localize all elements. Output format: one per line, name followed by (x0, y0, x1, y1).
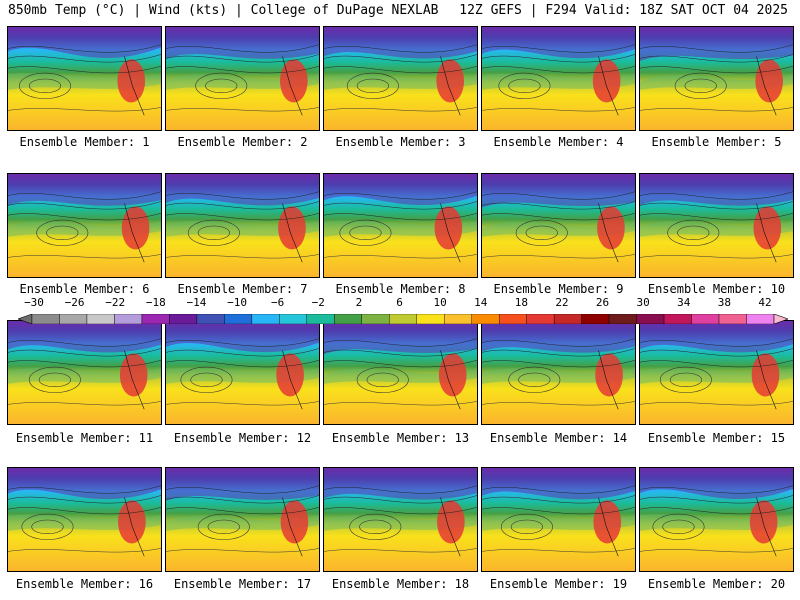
ensemble-member-label: Ensemble Member: 11 (15, 431, 154, 445)
ensemble-member-map (165, 173, 320, 278)
ensemble-member-label: Ensemble Member: 14 (489, 431, 628, 445)
colorbar-tick-label: −6 (271, 296, 285, 309)
ensemble-member-map (639, 26, 794, 131)
ensemble-member-label: Ensemble Member: 17 (173, 577, 312, 591)
ensemble-member-label: Ensemble Member: 3 (335, 135, 466, 149)
ensemble-member-map (639, 467, 794, 572)
ensemble-member-label: Ensemble Member: 18 (331, 577, 470, 591)
colorbar-tick-label: −26 (64, 296, 85, 309)
colorbar-tick-label: −10 (227, 296, 247, 309)
ensemble-member-map (323, 320, 478, 425)
ensemble-member-label: Ensemble Member: 19 (489, 577, 628, 591)
ensemble-member-map (323, 26, 478, 131)
colorbar-tick-label: −18 (145, 296, 166, 309)
colorbar-tick-label: 26 (595, 296, 610, 309)
colorbar-tick-label: 22 (555, 296, 569, 309)
colorbar-tick-label: 14 (474, 296, 488, 309)
ensemble-member-map (323, 467, 478, 572)
ensemble-member-label: Ensemble Member: 12 (173, 431, 312, 445)
ensemble-member-label: Ensemble Member: 9 (493, 282, 624, 296)
colorbar-tick-label: 2 (355, 296, 363, 309)
ensemble-member-map (481, 26, 636, 131)
ensemble-member-map (165, 26, 320, 131)
colorbar-tick-label: −2 (311, 296, 325, 309)
model-run-info: 12Z GEFS | F294 Valid: 18Z SAT OCT 04 20… (459, 3, 788, 18)
map-title: 850mb Temp (°C) | Wind (kts) | College o… (8, 3, 439, 18)
ensemble-member-map (7, 26, 162, 131)
ensemble-member-map (481, 467, 636, 572)
ensemble-member-map (165, 320, 320, 425)
colorbar-tick-label: 42 (758, 296, 772, 309)
ensemble-member-label: Ensemble Member: 20 (647, 577, 786, 591)
ensemble-member-map (7, 173, 162, 278)
colorbar-tick-label: 38 (717, 296, 731, 309)
ensemble-member-label: Ensemble Member: 1 (19, 135, 150, 149)
ensemble-member-label: Ensemble Member: 10 (647, 282, 786, 296)
ensemble-member-map (7, 467, 162, 572)
ensemble-member-map (165, 467, 320, 572)
colorbar-tick-label: 10 (433, 296, 447, 309)
ensemble-member-label: Ensemble Member: 5 (651, 135, 782, 149)
ensemble-member-map (481, 173, 636, 278)
ensemble-member-label: Ensemble Member: 8 (335, 282, 466, 296)
ensemble-member-label: Ensemble Member: 16 (15, 577, 154, 591)
temperature-colorbar (17, 309, 789, 325)
colorbar-tick-label: −22 (105, 296, 126, 309)
colorbar-tick-label: 6 (396, 296, 403, 309)
colorbar-tick-label: 18 (514, 296, 528, 309)
ensemble-member-map (639, 320, 794, 425)
ensemble-member-map (323, 173, 478, 278)
ensemble-member-map (481, 320, 636, 425)
ensemble-member-label: Ensemble Member: 15 (647, 431, 786, 445)
ensemble-member-map (7, 320, 162, 425)
colorbar-tick-label: −14 (186, 296, 207, 309)
ensemble-member-label: Ensemble Member: 7 (177, 282, 308, 296)
colorbar-tick-label: −30 (24, 296, 44, 309)
colorbar-tick-label: 30 (636, 296, 650, 309)
ensemble-member-label: Ensemble Member: 13 (331, 431, 470, 445)
ensemble-member-label: Ensemble Member: 4 (493, 135, 624, 149)
ensemble-member-label: Ensemble Member: 2 (177, 135, 308, 149)
ensemble-member-label: Ensemble Member: 6 (19, 282, 150, 296)
colorbar-tick-label: 34 (677, 296, 691, 309)
ensemble-member-map (639, 173, 794, 278)
